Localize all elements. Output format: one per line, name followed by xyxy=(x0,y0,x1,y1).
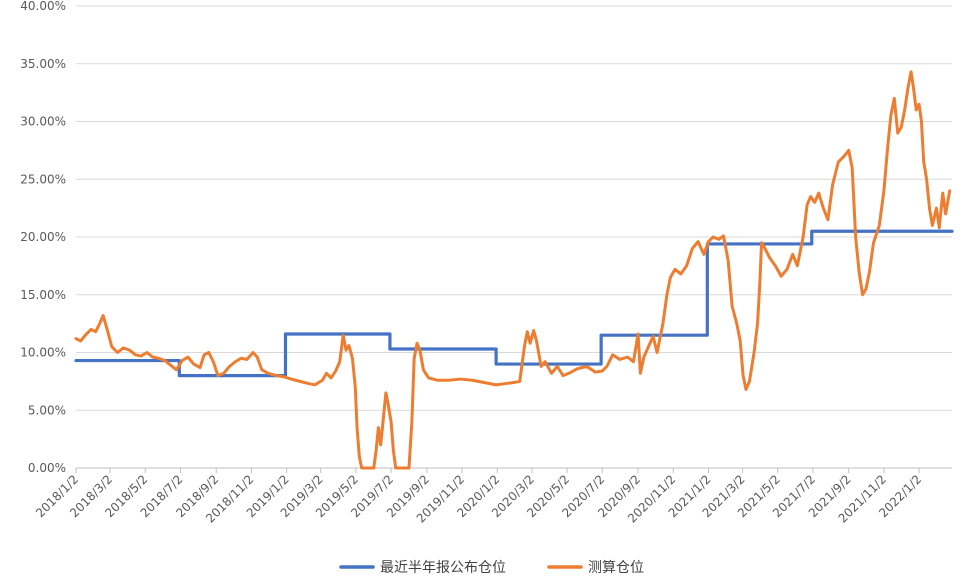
series-lines xyxy=(74,70,954,470)
y-tick-label: 40.00% xyxy=(20,0,66,13)
y-tick-label: 15.00% xyxy=(20,288,66,302)
gridlines xyxy=(76,5,952,469)
series-line-estimated-position xyxy=(74,70,952,470)
y-tick-label: 20.00% xyxy=(20,230,66,244)
x-axis-tick-labels: 2018/1/22018/3/22018/5/22018/7/22018/9/2… xyxy=(33,468,924,526)
legend-label: 测算仓位 xyxy=(588,560,644,576)
legend-label: 最近半年报公布仓位 xyxy=(380,560,506,576)
legend-item-estimated-position: 测算仓位 xyxy=(547,560,644,576)
y-tick-label: 10.00% xyxy=(20,346,66,360)
legend: 最近半年报公布仓位 测算仓位 xyxy=(339,560,644,576)
legend-item-reported-position: 最近半年报公布仓位 xyxy=(339,560,506,576)
series-line-reported-position xyxy=(74,229,954,378)
y-tick-label: 0.00% xyxy=(28,461,66,475)
y-tick-label: 35.00% xyxy=(20,57,66,71)
y-tick-label: 5.00% xyxy=(28,403,66,417)
y-tick-label: 25.00% xyxy=(20,172,66,186)
y-axis-tick-labels: 0.00% 5.00% 10.00% 15.00% 20.00% 25.00% 30.00%… xyxy=(20,0,66,475)
y-tick-label: 30.00% xyxy=(20,115,66,129)
